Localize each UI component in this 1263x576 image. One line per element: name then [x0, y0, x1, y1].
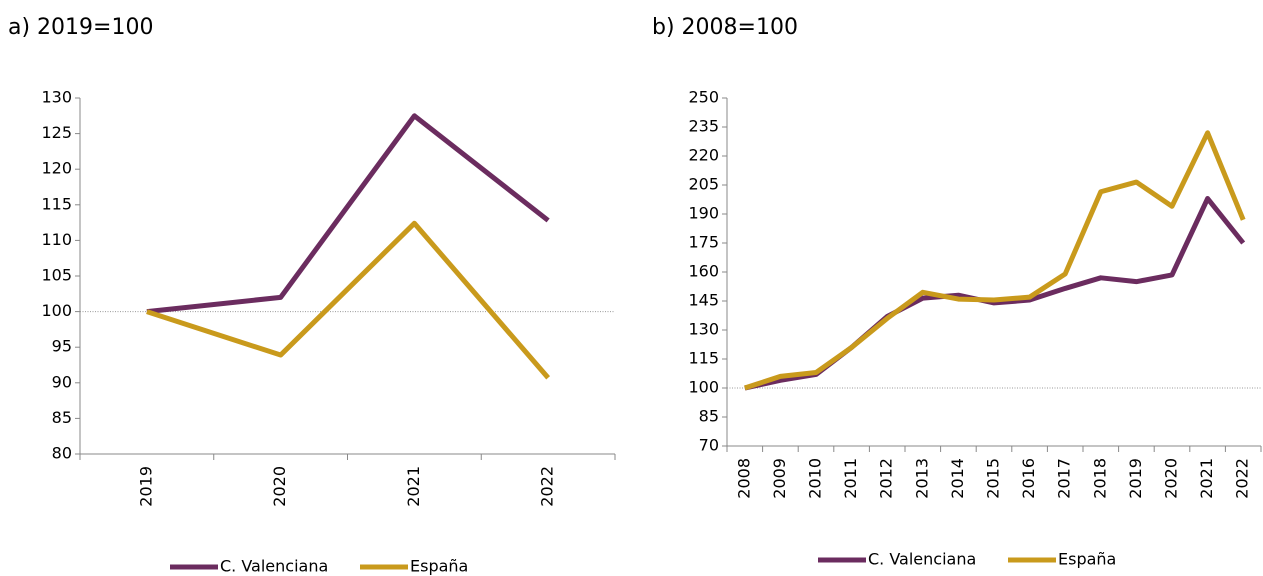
x-tick-label: 2016 — [1019, 458, 1038, 499]
y-tick-label: 130 — [688, 320, 719, 339]
x-tick-label: 2020 — [270, 466, 289, 507]
y-tick-label: 235 — [688, 117, 719, 136]
legend-label: España — [410, 557, 468, 576]
x-tick-label: 2022 — [538, 466, 557, 507]
y-tick-label: 120 — [41, 159, 72, 178]
x-tick-label: 2020 — [1162, 458, 1181, 499]
y-tick-label: 145 — [688, 291, 719, 310]
y-tick-label: 160 — [688, 262, 719, 281]
x-tick-label: 2013 — [912, 458, 931, 499]
series-line — [146, 113, 550, 315]
y-tick-label: 95 — [52, 337, 72, 356]
x-tick-label: 2019 — [136, 466, 155, 507]
legend-label: España — [1058, 550, 1116, 569]
y-tick-label: 85 — [699, 407, 719, 426]
chart-title: a) 2019=100 — [8, 15, 153, 40]
y-tick-label: 80 — [52, 444, 72, 463]
x-tick-label: 2015 — [984, 458, 1003, 499]
y-tick-label: 115 — [41, 194, 72, 213]
y-tick-label: 110 — [41, 230, 72, 249]
y-tick-label: 205 — [688, 175, 719, 194]
series-line — [744, 130, 1246, 391]
y-tick-label: 85 — [52, 408, 72, 427]
x-tick-label: 2022 — [1233, 458, 1252, 499]
x-tick-label: 2019 — [1126, 458, 1145, 499]
series-line — [146, 220, 551, 380]
x-tick-label: 2021 — [1197, 458, 1216, 499]
legend-label: C. Valenciana — [868, 550, 976, 569]
y-tick-label: 250 — [688, 88, 719, 107]
series-line — [744, 196, 1246, 391]
y-tick-label: 220 — [688, 146, 719, 165]
y-tick-label: 130 — [41, 88, 72, 107]
y-tick-label: 115 — [688, 349, 719, 368]
y-tick-label: 100 — [688, 378, 719, 397]
x-tick-label: 2018 — [1090, 458, 1109, 499]
x-tick-label: 2011 — [841, 458, 860, 499]
x-tick-label: 2014 — [948, 458, 967, 499]
x-tick-label: 2010 — [806, 458, 825, 499]
x-tick-label: 2009 — [770, 458, 789, 499]
y-tick-label: 70 — [699, 436, 719, 455]
chart-title: b) 2008=100 — [652, 15, 798, 40]
y-tick-label: 105 — [41, 266, 72, 285]
y-tick-label: 125 — [41, 123, 72, 142]
x-tick-label: 2021 — [404, 466, 423, 507]
x-tick-label: 2008 — [734, 458, 753, 499]
legend-label: C. Valenciana — [220, 557, 328, 576]
y-tick-label: 175 — [688, 233, 719, 252]
x-tick-label: 2017 — [1055, 458, 1074, 499]
y-tick-label: 90 — [52, 372, 72, 391]
x-tick-label: 2012 — [877, 458, 896, 499]
y-tick-label: 100 — [41, 301, 72, 320]
y-tick-label: 190 — [688, 204, 719, 223]
